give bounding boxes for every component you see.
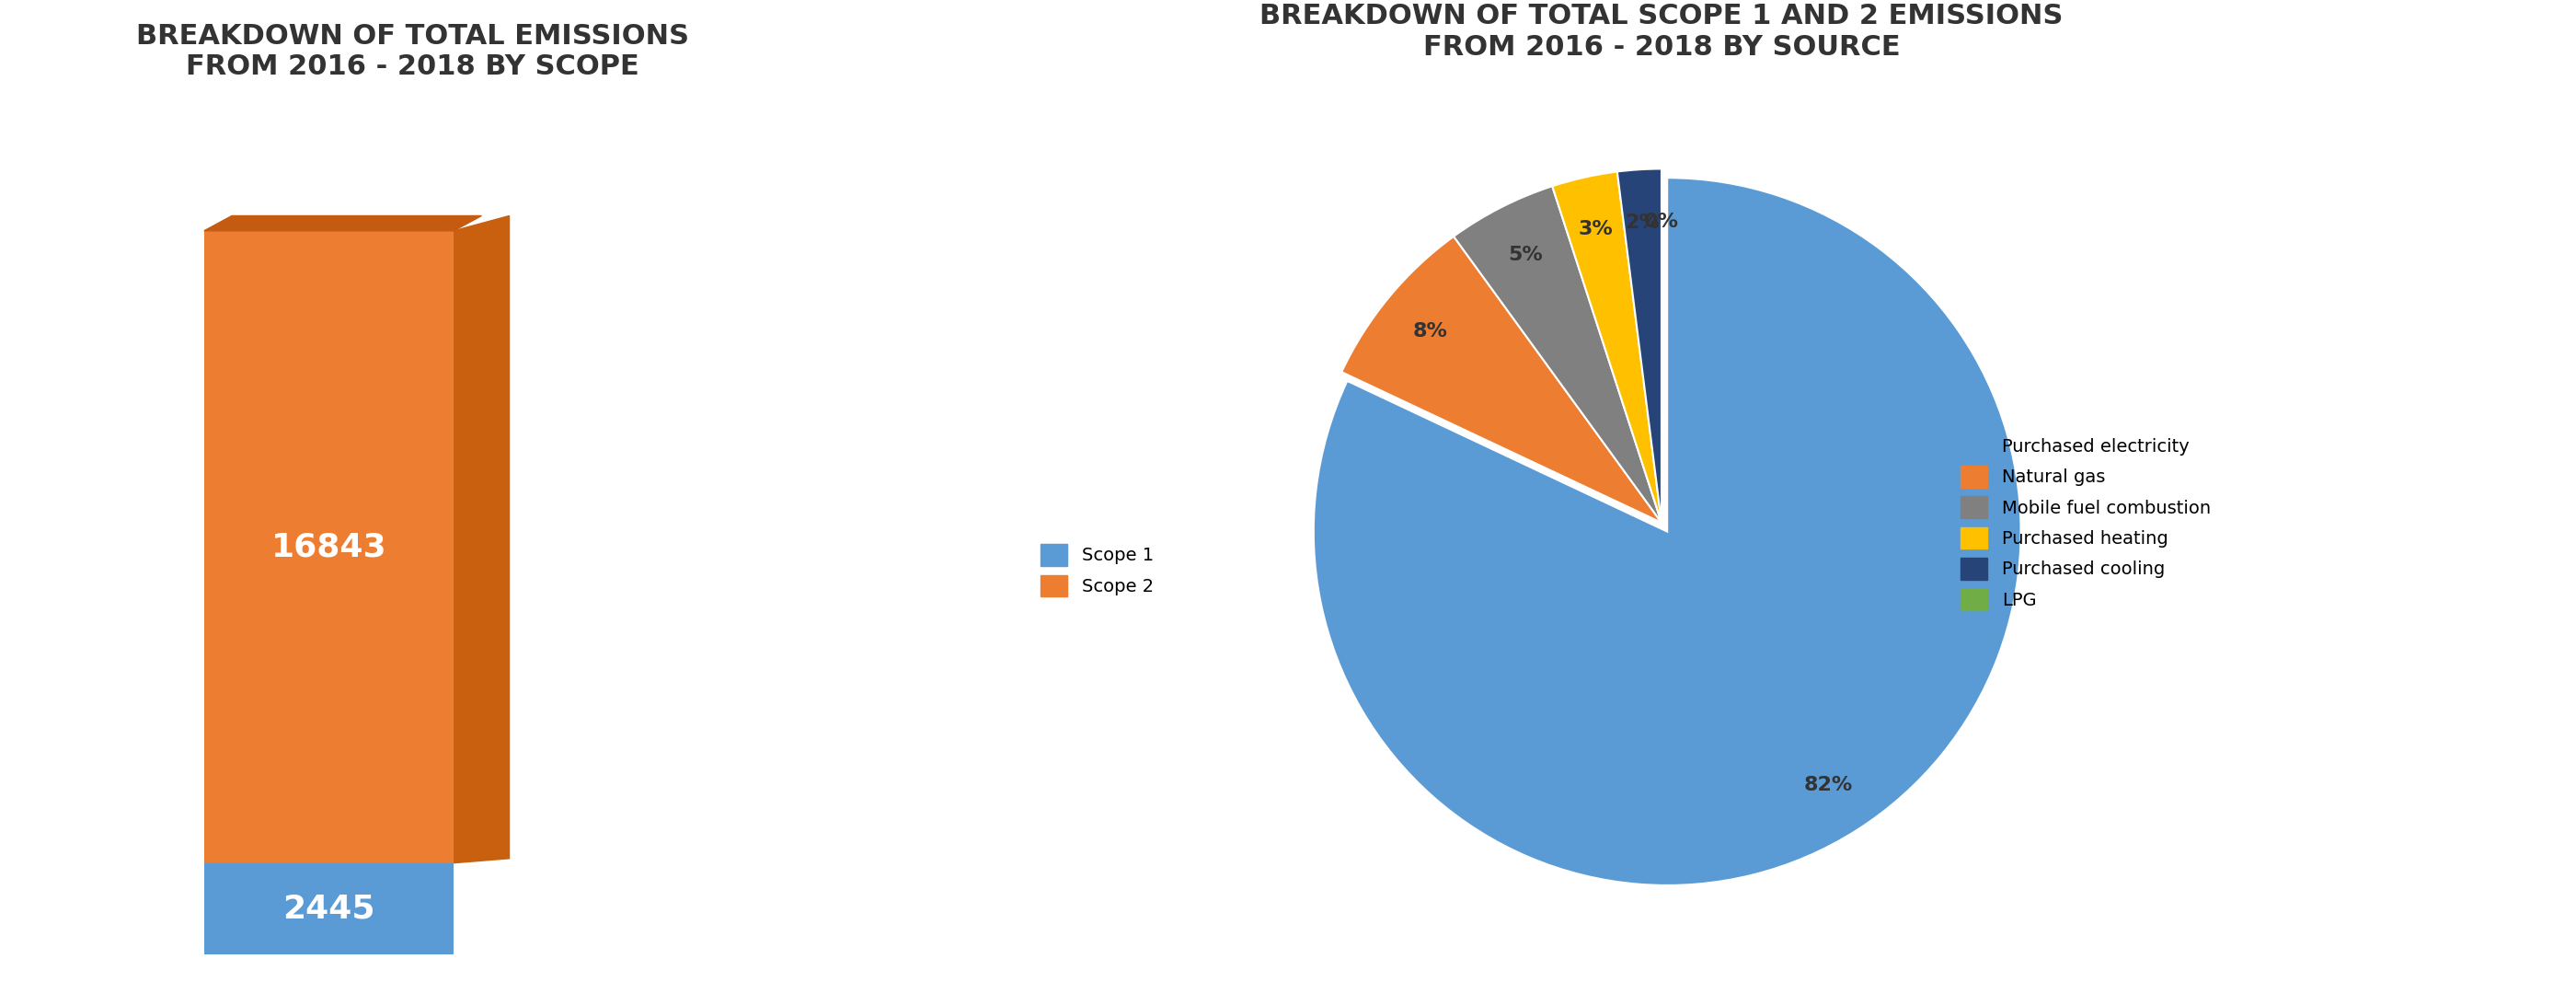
Text: 2445: 2445 xyxy=(283,893,376,925)
Polygon shape xyxy=(453,216,510,863)
Title: BREAKDOWN OF TOTAL SCOPE 1 AND 2 EMISSIONS
FROM 2016 - 2018 BY SOURCE: BREAKDOWN OF TOTAL SCOPE 1 AND 2 EMISSIO… xyxy=(1260,3,2063,60)
Wedge shape xyxy=(1618,169,1662,523)
Text: 0%: 0% xyxy=(1643,213,1680,231)
Title: BREAKDOWN OF TOTAL EMISSIONS
FROM 2016 - 2018 BY SCOPE: BREAKDOWN OF TOTAL EMISSIONS FROM 2016 -… xyxy=(137,23,688,80)
Text: 16843: 16843 xyxy=(270,532,386,563)
Text: 5%: 5% xyxy=(1507,245,1543,264)
Text: 82%: 82% xyxy=(1803,776,1852,795)
Wedge shape xyxy=(1314,178,2020,885)
Ellipse shape xyxy=(1327,532,1996,620)
Bar xyxy=(204,863,453,955)
Text: 3%: 3% xyxy=(1579,220,1613,238)
Bar xyxy=(204,231,453,863)
Polygon shape xyxy=(204,216,482,231)
Wedge shape xyxy=(1342,236,1662,523)
Legend: Scope 1, Scope 2: Scope 1, Scope 2 xyxy=(1033,537,1162,604)
Wedge shape xyxy=(1453,186,1662,523)
Wedge shape xyxy=(1553,172,1662,523)
Legend: Purchased electricity, Natural gas, Mobile fuel combustion, Purchased heating, P: Purchased electricity, Natural gas, Mobi… xyxy=(1953,427,2218,618)
Text: 2%: 2% xyxy=(1625,213,1659,232)
Text: 8%: 8% xyxy=(1412,322,1448,340)
